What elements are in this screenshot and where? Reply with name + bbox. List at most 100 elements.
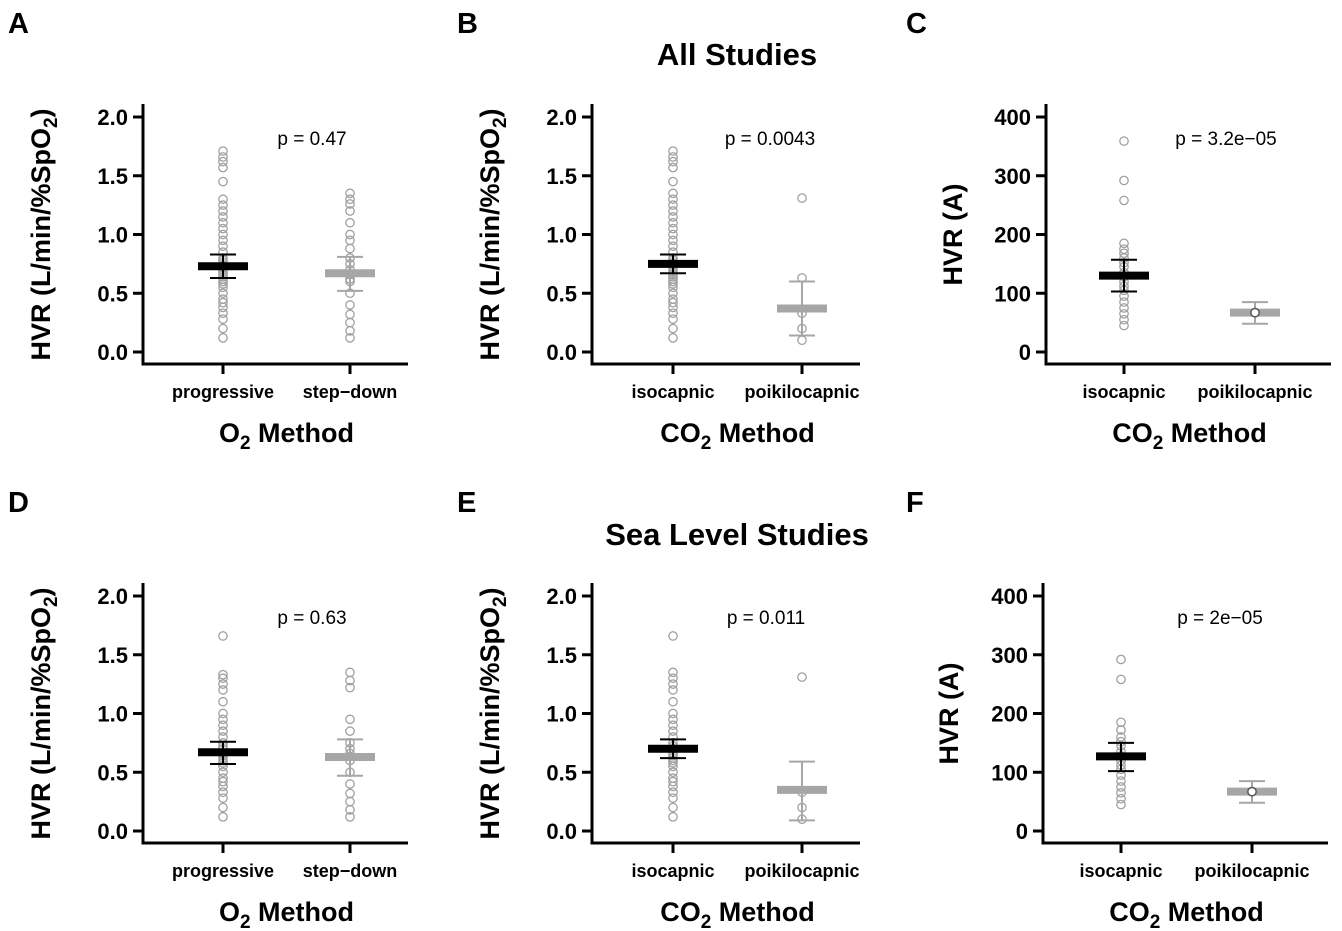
x-axis-label-subscript: 2 — [1153, 433, 1164, 454]
data-point — [1116, 674, 1126, 685]
y-axis-label-tail: ) — [475, 587, 505, 596]
data-point — [218, 720, 228, 731]
data-point — [218, 802, 228, 813]
x-axis-label-main: CO — [660, 418, 701, 448]
data-point — [668, 812, 678, 822]
data-point — [668, 200, 678, 210]
y-tick-label: 0.5 — [546, 760, 577, 785]
panel-f: Fp = 2e−05 0 100 200 300 400 isocapnic poikiloc… — [906, 487, 1328, 931]
data-point — [1116, 793, 1126, 804]
data-point — [218, 206, 228, 216]
data-point — [218, 241, 228, 252]
y-axis-label: HVR (L/min/%SpO2) — [475, 108, 511, 360]
data-point — [218, 176, 228, 187]
data-point — [668, 802, 678, 813]
x-tick-label: progressive — [172, 861, 274, 881]
data-point — [345, 309, 355, 320]
data-point — [218, 235, 228, 246]
data-point — [668, 679, 678, 689]
x-axis-label: CO2 Method — [1112, 418, 1267, 454]
y-tick-label: 0.5 — [97, 760, 128, 785]
y-tick-label: 100 — [994, 281, 1031, 306]
data-point — [1119, 320, 1129, 331]
data-point — [218, 787, 228, 798]
data-point — [345, 229, 355, 240]
data-point — [218, 297, 228, 308]
data-point — [218, 669, 228, 680]
y-tick-label: 0.0 — [546, 819, 577, 844]
y-axis-label-main: HVR (L/min/%SpO — [475, 128, 505, 361]
data-point — [668, 206, 678, 216]
data-point — [345, 300, 355, 310]
data-point — [668, 696, 678, 707]
data-point — [218, 679, 228, 689]
y-tick-label: 1.5 — [97, 164, 128, 189]
data-point — [668, 333, 678, 343]
data-point — [345, 188, 355, 199]
data-point — [218, 714, 228, 725]
data-point — [218, 696, 228, 707]
data-point — [1116, 782, 1126, 792]
x-axis-label-main: CO — [1112, 418, 1153, 448]
y-tick-label: 100 — [991, 760, 1028, 785]
data-point — [668, 297, 678, 308]
data-point — [218, 200, 228, 210]
data-point — [668, 235, 678, 246]
y-axis-label-tail: ) — [475, 108, 505, 117]
data-point — [1247, 786, 1257, 797]
x-axis-label-tail: Method — [1163, 418, 1266, 448]
data-point — [218, 812, 228, 822]
panel-letter: D — [8, 487, 29, 519]
data-point — [218, 793, 228, 803]
x-tick-label: isocapnic — [631, 861, 714, 881]
data-point — [668, 288, 678, 299]
panel-b: Bp = 0.0043 0.0 0.5 1.0 1.5 2.0 isocapnic poiki… — [457, 8, 860, 454]
data-point — [345, 796, 355, 807]
data-point — [218, 333, 228, 343]
p-value-annotation: p = 3.2e−05 — [1175, 129, 1276, 150]
y-tick-label: 2.0 — [97, 584, 128, 609]
data-point — [668, 708, 678, 719]
data-point — [345, 194, 355, 205]
data-point — [218, 685, 228, 695]
data-point — [797, 193, 807, 203]
y-axis-label-subscript: 2 — [490, 596, 511, 607]
data-point — [345, 317, 355, 328]
data-point — [345, 726, 355, 736]
y-axis-label: HVR (A) — [938, 184, 968, 286]
x-axis-label-tail: Method — [251, 418, 354, 448]
x-tick-label: progressive — [172, 382, 274, 402]
y-tick-label: 1.0 — [97, 223, 128, 248]
panel-letter: A — [8, 8, 29, 40]
data-point — [345, 714, 355, 725]
data-point — [218, 323, 228, 334]
y-axis-label-main: HVR (A) — [934, 663, 964, 765]
y-tick-label: 2.0 — [97, 105, 128, 130]
data-point — [345, 812, 355, 822]
data-point — [1119, 297, 1129, 307]
data-point — [668, 241, 678, 252]
x-axis-label-tail: Method — [711, 897, 814, 927]
panel-letter: F — [906, 487, 924, 519]
y-tick-label: 400 — [991, 584, 1028, 609]
data-point — [668, 212, 678, 222]
x-axis-label-main: CO — [660, 897, 701, 927]
data-point — [218, 726, 228, 736]
data-point — [218, 194, 228, 205]
section-title-sea-level-studies: Sea Level Studies — [605, 517, 869, 552]
data-point — [668, 793, 678, 803]
data-point — [345, 788, 355, 799]
data-point — [1116, 725, 1126, 735]
data-point — [1116, 799, 1126, 810]
data-point — [668, 176, 678, 187]
data-point — [345, 243, 355, 254]
y-tick-label: 300 — [994, 164, 1031, 189]
data-point — [668, 156, 678, 167]
y-tick-label: 400 — [994, 105, 1031, 130]
y-axis-label-main: HVR (L/min/%SpO — [26, 128, 56, 361]
y-tick-label: 1.5 — [546, 164, 577, 189]
y-tick-label: 1.0 — [546, 223, 577, 248]
y-tick-label: 0 — [1016, 819, 1028, 844]
y-axis-label-subscript: 2 — [490, 117, 511, 128]
data-point — [797, 672, 807, 682]
